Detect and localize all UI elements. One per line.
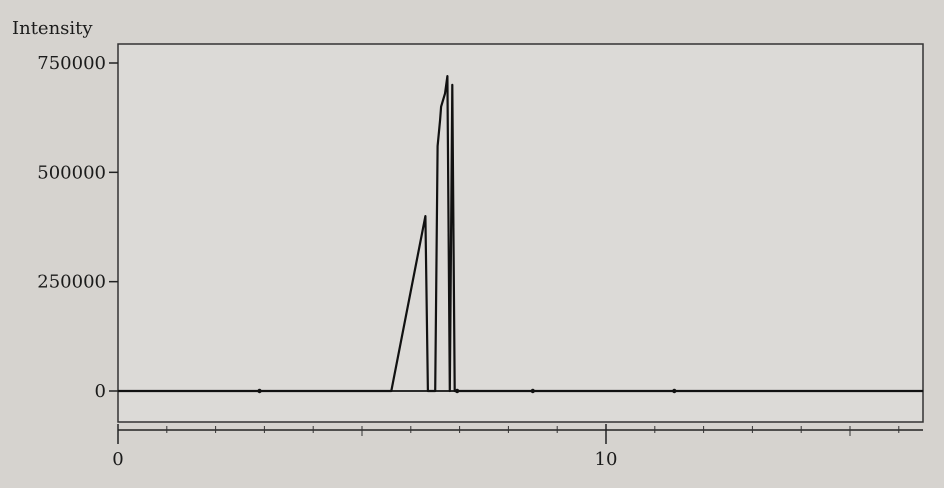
chromatogram-trace (118, 74, 924, 393)
x-tick-label: 0 (112, 449, 123, 470)
minor-peak-marker (454, 388, 460, 394)
minor-peak-marker (530, 388, 535, 394)
plot-frame (117, 43, 924, 423)
minor-peak-marker (672, 388, 677, 394)
minor-peak-marker (257, 388, 262, 394)
y-tick-label: 250000 (37, 272, 106, 293)
y-axis-label: Intensity (12, 18, 93, 39)
y-tick-label: 500000 (37, 162, 106, 183)
y-tick-label: 750000 (37, 53, 106, 74)
trace-group (118, 74, 924, 394)
y-tick-label: 0 (95, 381, 106, 402)
x-tick-label: 10 (595, 449, 618, 470)
